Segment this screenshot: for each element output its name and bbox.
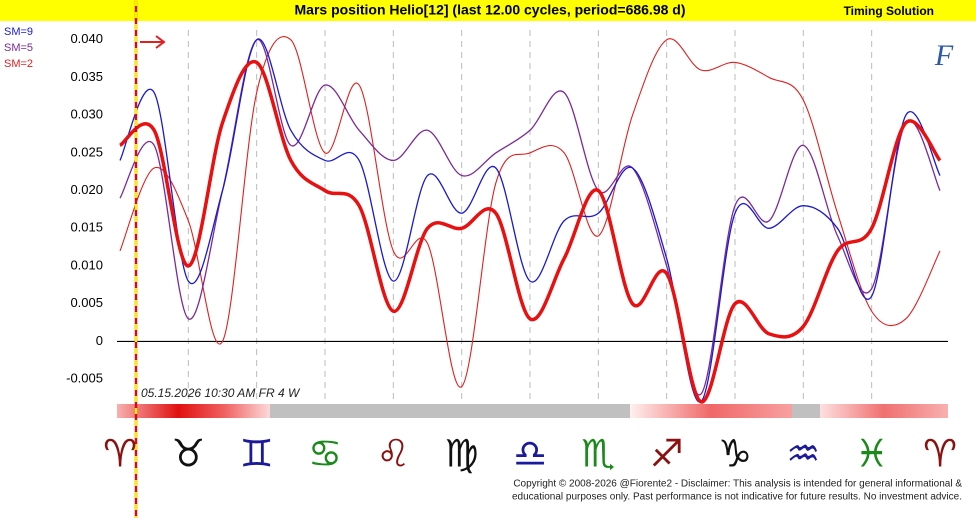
x-tick-label: ♍︎ (445, 432, 479, 476)
copyright: Copyright © 2008-2026 @Fiorente2 - Discl… (513, 479, 962, 490)
copyright: educational purposes only. Past performa… (512, 492, 962, 503)
x-tick-label: ♌︎ (376, 432, 410, 476)
brand: Timing Solution (844, 4, 934, 18)
x-tick-label: ♉︎ (171, 432, 205, 476)
x-tick-label: ♈︎ (923, 432, 957, 476)
series-line (119, 36, 941, 388)
y-tick-label: 0.030 (70, 107, 103, 122)
y-tick-label: 0.005 (70, 295, 103, 310)
legend-entry: SM=9 (4, 26, 33, 38)
x-tick-label: ♎︎ (513, 432, 547, 476)
y-tick-label: 0.035 (70, 69, 103, 84)
chart-title: Mars position Helio[12] (last 12.00 cycl… (295, 2, 686, 18)
legend-entry: SM=2 (4, 58, 33, 70)
y-tick-label: -0.005 (66, 371, 103, 386)
y-tick-label: 0.015 (70, 220, 103, 235)
logo: F (934, 39, 954, 72)
x-tick-label: ♊︎ (240, 432, 274, 476)
legend-entry: SM=5 (4, 42, 33, 54)
x-tick-label: ♋︎ (308, 432, 342, 476)
x-tick-label: ♓︎ (855, 432, 889, 476)
x-tick-label: ♑︎ (718, 432, 752, 476)
heat-segment (820, 404, 948, 418)
y-tick-label: 0.040 (70, 31, 103, 46)
heat-strip (117, 404, 948, 418)
heat-segment (792, 404, 820, 418)
x-tick-label: ♏︎ (581, 432, 615, 476)
arrow (140, 35, 166, 49)
x-tick-label: ♐︎ (650, 432, 684, 476)
y-tick-label: 0.010 (70, 257, 103, 272)
x-tick-label: ♒︎ (786, 432, 820, 476)
date-annotation: 05.15.2026 10:30 AM FR 4 W (141, 386, 301, 400)
heat-segment (630, 404, 792, 418)
series-line (119, 38, 941, 403)
y-tick-label: 0 (96, 333, 103, 348)
y-tick-label: 0.020 (70, 182, 103, 197)
x-tick-label: ♈︎ (103, 432, 137, 476)
header-bar (0, 0, 976, 21)
grid (117, 30, 948, 404)
series-line (118, 59, 942, 404)
heat-segment (117, 404, 270, 418)
y-tick-label: 0.025 (70, 144, 103, 159)
heat-segment (270, 404, 630, 418)
